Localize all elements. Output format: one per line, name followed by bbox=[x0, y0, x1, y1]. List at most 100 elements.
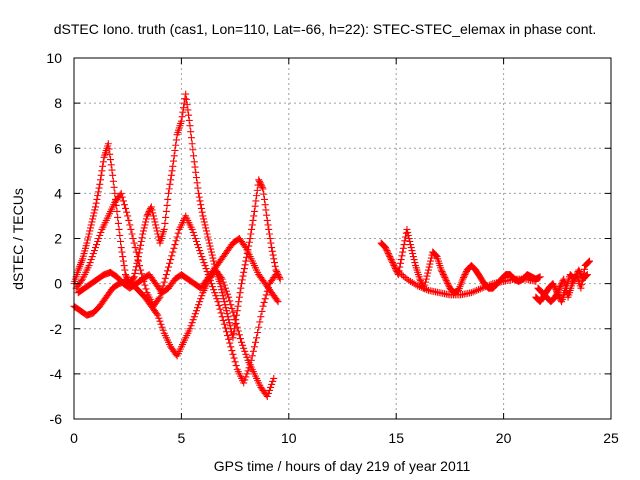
data-point bbox=[211, 289, 219, 297]
data-point bbox=[107, 156, 115, 164]
data-point bbox=[424, 269, 432, 277]
data-point bbox=[217, 283, 225, 291]
data-point bbox=[276, 275, 284, 283]
y-tick-label: 6 bbox=[54, 140, 62, 156]
data-point bbox=[178, 113, 186, 121]
data-point bbox=[555, 292, 563, 300]
data-point bbox=[142, 218, 150, 226]
data-point bbox=[206, 242, 214, 250]
data-point bbox=[220, 298, 228, 306]
data-point bbox=[387, 256, 395, 264]
data-point bbox=[207, 245, 215, 253]
data-point bbox=[411, 259, 419, 267]
data-point bbox=[585, 258, 593, 266]
data-point bbox=[192, 238, 200, 246]
data-point bbox=[119, 197, 127, 205]
data-point bbox=[460, 274, 468, 282]
data-point bbox=[236, 289, 244, 297]
data-point bbox=[417, 277, 425, 285]
data-point bbox=[270, 255, 278, 263]
data-point bbox=[139, 230, 147, 238]
data-point bbox=[142, 215, 150, 223]
data-point bbox=[205, 239, 213, 247]
data-point bbox=[185, 116, 193, 124]
data-point bbox=[171, 241, 179, 249]
data-point bbox=[225, 316, 233, 324]
data-point bbox=[268, 247, 276, 255]
data-point bbox=[407, 241, 415, 249]
data-point bbox=[78, 277, 86, 285]
data-point bbox=[584, 259, 592, 267]
data-point bbox=[188, 225, 196, 233]
data-point bbox=[398, 252, 406, 260]
data-point bbox=[396, 259, 404, 267]
data-point bbox=[226, 339, 234, 347]
y-tick-label: -4 bbox=[50, 366, 63, 382]
data-point bbox=[221, 284, 229, 292]
data-point bbox=[553, 289, 561, 297]
data-point bbox=[117, 244, 125, 252]
data-point bbox=[388, 257, 396, 265]
data-point bbox=[148, 206, 156, 214]
data-point bbox=[153, 227, 161, 235]
data-point bbox=[252, 197, 260, 205]
data-point bbox=[256, 318, 264, 326]
data-point bbox=[244, 367, 252, 375]
data-point bbox=[149, 209, 157, 217]
data-point bbox=[90, 247, 98, 255]
data-point bbox=[168, 252, 176, 260]
data-point bbox=[115, 225, 123, 233]
x-tick-label: 5 bbox=[178, 430, 186, 446]
data-point bbox=[263, 216, 271, 224]
data-point bbox=[219, 316, 227, 324]
data-point bbox=[215, 301, 223, 309]
data-point bbox=[200, 215, 208, 223]
data-point bbox=[583, 271, 591, 279]
data-point bbox=[118, 193, 126, 201]
data-point bbox=[195, 244, 203, 252]
y-tick-label: -2 bbox=[50, 321, 63, 337]
data-point bbox=[432, 251, 440, 259]
data-point bbox=[159, 282, 167, 290]
data-point bbox=[441, 274, 449, 282]
data-point bbox=[250, 212, 258, 220]
data-point bbox=[218, 289, 226, 297]
data-point bbox=[383, 247, 391, 255]
data-point bbox=[184, 106, 192, 114]
data-point bbox=[142, 285, 150, 293]
data-point bbox=[161, 274, 169, 282]
data-point bbox=[273, 268, 281, 276]
data-point bbox=[396, 263, 404, 271]
data-point bbox=[238, 280, 246, 288]
data-point bbox=[91, 206, 99, 214]
data-point bbox=[235, 298, 243, 306]
data-point bbox=[576, 269, 584, 277]
data-point bbox=[120, 201, 128, 209]
data-point bbox=[151, 218, 159, 226]
data-point bbox=[444, 281, 452, 289]
data-point bbox=[156, 317, 164, 325]
data-point bbox=[437, 266, 445, 274]
data-point bbox=[168, 167, 176, 175]
data-point bbox=[228, 304, 236, 312]
data-point bbox=[204, 233, 212, 241]
data-point bbox=[167, 176, 175, 184]
data-point bbox=[198, 208, 206, 216]
data-point bbox=[160, 278, 168, 286]
data-point bbox=[132, 248, 140, 256]
data-point bbox=[253, 334, 261, 342]
data-point bbox=[389, 260, 397, 268]
data-point bbox=[386, 253, 394, 261]
data-point bbox=[271, 272, 279, 280]
data-point bbox=[399, 248, 407, 256]
data-point bbox=[117, 238, 125, 246]
data-point bbox=[228, 347, 236, 355]
data-point bbox=[384, 248, 392, 256]
data-point bbox=[140, 224, 148, 232]
data-point bbox=[138, 270, 146, 278]
data-point bbox=[424, 266, 432, 274]
data-point bbox=[86, 259, 94, 267]
data-point bbox=[260, 195, 268, 203]
data-point bbox=[123, 208, 131, 216]
data-point bbox=[187, 134, 195, 142]
